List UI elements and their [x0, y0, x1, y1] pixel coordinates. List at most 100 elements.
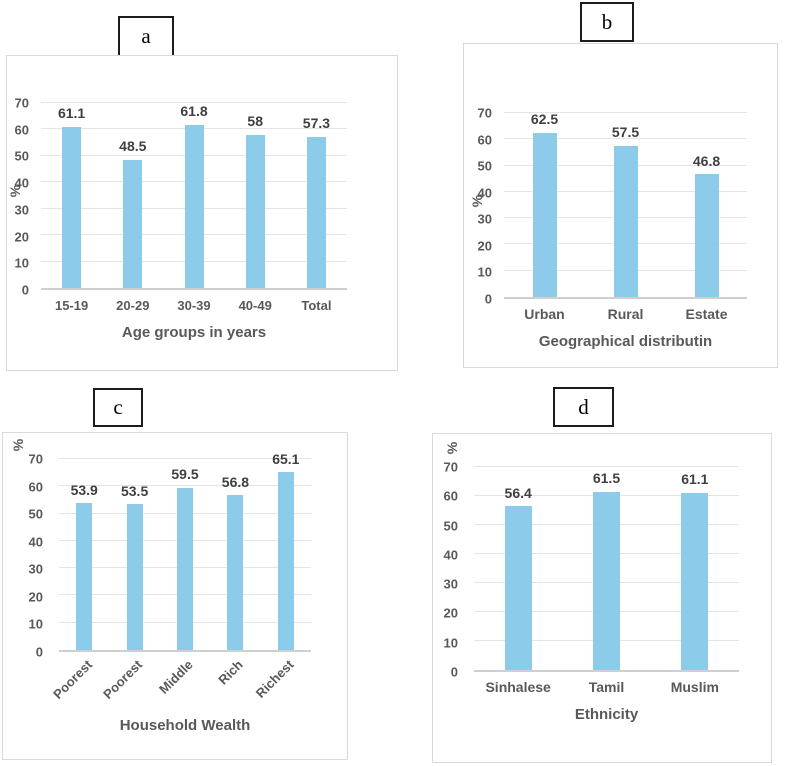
chart-inner: 0 10 20 30 40 50 60 70 62.5 57.5 46.8 Urban Rural E…: [464, 44, 777, 350]
chart-ethnicity: % 0 10 20 30 40 50 60 70 56.4 61.5 61.1 Sinhalese…: [432, 433, 772, 763]
y-tick-label: 30: [477, 211, 492, 227]
chart-inner: 0 10 20 30 40 50 60 70 61.1 48.5 61.8 58 57.3 15-19…: [7, 56, 397, 341]
bar-value-label: 46.8: [692, 152, 721, 169]
x-category-label: 20-29: [116, 298, 150, 313]
y-tick-label: 70: [477, 105, 492, 121]
chart-age-groups: % 0 10 20 30 40 50 60 70 61.1 48.5 61.8 58 57.3 15-…: [6, 55, 398, 371]
bar-value-label: 65.1: [272, 450, 300, 467]
x-category-label: Middle: [155, 657, 196, 697]
x-category-label: Rich: [215, 657, 247, 688]
bar-group: 48.5: [102, 103, 163, 288]
x-category-label: Estate: [685, 306, 728, 322]
bar: [532, 132, 557, 297]
bar-value-label: 61.1: [57, 105, 86, 122]
bar: [76, 502, 93, 650]
plot-area: 53.9 53.5 59.5 56.8 65.1: [59, 451, 311, 652]
bar-group: 57.5: [585, 113, 666, 297]
x-axis-labels: 15-19 20-29 30-39 40-49 Total: [41, 297, 347, 315]
y-tick-label: 10: [28, 616, 43, 632]
bar-group: 58: [225, 103, 286, 288]
bar-value-label: 48.5: [119, 138, 147, 155]
y-tick-label: 10: [14, 255, 29, 271]
gridline: [59, 485, 311, 487]
x-category: Middle: [156, 655, 210, 713]
x-axis-title: Household Wealth: [119, 717, 251, 734]
bar-group: 61.1: [651, 467, 739, 670]
y-tick-label: 60: [477, 132, 492, 148]
x-category: Rural: [585, 306, 666, 324]
y-axis: 0 10 20 30 40 50 60 70: [3, 453, 59, 659]
y-tick-label: 30: [14, 202, 29, 218]
x-category-label: Tamil: [588, 679, 625, 695]
y-tick-label: 20: [28, 589, 43, 605]
y-tick-label: 20: [14, 229, 29, 245]
gridline: [474, 466, 739, 467]
bar-value-label: 57.5: [611, 124, 640, 141]
y-tick-label: 60: [443, 488, 458, 504]
x-axis-labels: Poorest Poorest Middle Rich Richest: [50, 655, 311, 713]
y-tick-label: 0: [21, 282, 29, 298]
y-tick-label: 50: [14, 148, 29, 164]
y-tick-label: 10: [477, 264, 492, 280]
y-tick-label: 50: [477, 158, 492, 174]
bar: [123, 159, 143, 288]
bar-group: 62.5: [504, 111, 585, 297]
bar-value-label: 61.5: [592, 470, 621, 487]
x-category: Tamil: [562, 679, 650, 697]
y-tick-label: 0: [484, 291, 492, 307]
x-category-label: 15-19: [54, 298, 89, 313]
y-axis: 0 10 20 30 40 50 60 70: [7, 97, 41, 297]
y-tick-label: 60: [14, 122, 29, 138]
plot-row: 0 10 20 30 40 50 60 70 61.1 48.5 61.8 58 57.3: [7, 97, 397, 297]
bar-value-label: 53.9: [70, 481, 98, 498]
bar-group: 46.8: [666, 113, 747, 297]
x-axis-title: Ethnicity: [574, 706, 639, 723]
bar: [694, 173, 719, 297]
y-tick-label: 40: [28, 534, 43, 550]
plot-row: 0 10 20 30 40 50 60 70 62.5 57.5 46.8: [464, 107, 777, 306]
y-tick-label: 0: [450, 664, 458, 680]
x-category: Richest: [253, 655, 311, 713]
x-axis-labels: Urban Rural Estate: [504, 306, 747, 324]
x-category-label: 40-49: [238, 298, 272, 313]
bar-value-label: 61.8: [180, 103, 208, 120]
bar-group: 59.5: [160, 459, 210, 650]
x-category: Poorest: [100, 655, 159, 713]
x-category: Estate: [666, 306, 747, 324]
y-tick-label: 0: [35, 644, 43, 660]
bar: [277, 472, 294, 650]
gridline: [504, 112, 747, 113]
x-category-label: Rural: [607, 306, 644, 322]
bar-group: 53.9: [59, 459, 109, 650]
y-tick-label: 60: [28, 479, 43, 495]
x-category: Muslim: [651, 679, 739, 697]
bar-value-label: 57.3: [302, 115, 331, 132]
y-axis-unit-label: %: [10, 438, 27, 452]
bar: [126, 504, 143, 650]
x-category-label: Poorest: [49, 657, 95, 702]
bar: [177, 487, 194, 650]
bar-value-label: 58: [247, 113, 263, 130]
bar-value-label: 62.5: [530, 111, 559, 128]
x-category: 15-19: [41, 297, 102, 315]
bar-group: 57.3: [286, 103, 347, 288]
y-tick-label: 30: [28, 561, 43, 577]
bar: [681, 492, 709, 670]
bar-group: 61.8: [163, 103, 224, 288]
bar: [306, 136, 326, 288]
x-category: Rich: [210, 655, 260, 713]
x-category-label: 30-39: [177, 298, 211, 313]
bar-value-label: 56.4: [504, 485, 532, 502]
x-category: Urban: [504, 306, 585, 324]
x-axis-labels: Sinhalese Tamil Muslim: [474, 679, 739, 697]
x-category: 30-39: [163, 297, 224, 315]
x-category: 40-49: [225, 297, 286, 315]
bar-group: 53.5: [109, 459, 159, 650]
y-axis: 0 10 20 30 40 50 60 70: [433, 461, 474, 679]
y-tick-label: 50: [443, 518, 458, 534]
panel-letter-c: c: [113, 395, 123, 419]
bar-value-label: 56.8: [221, 473, 250, 490]
y-tick-label: 70: [14, 95, 29, 111]
x-category-label: Urban: [524, 306, 565, 322]
bar-value-label: 59.5: [171, 466, 199, 483]
